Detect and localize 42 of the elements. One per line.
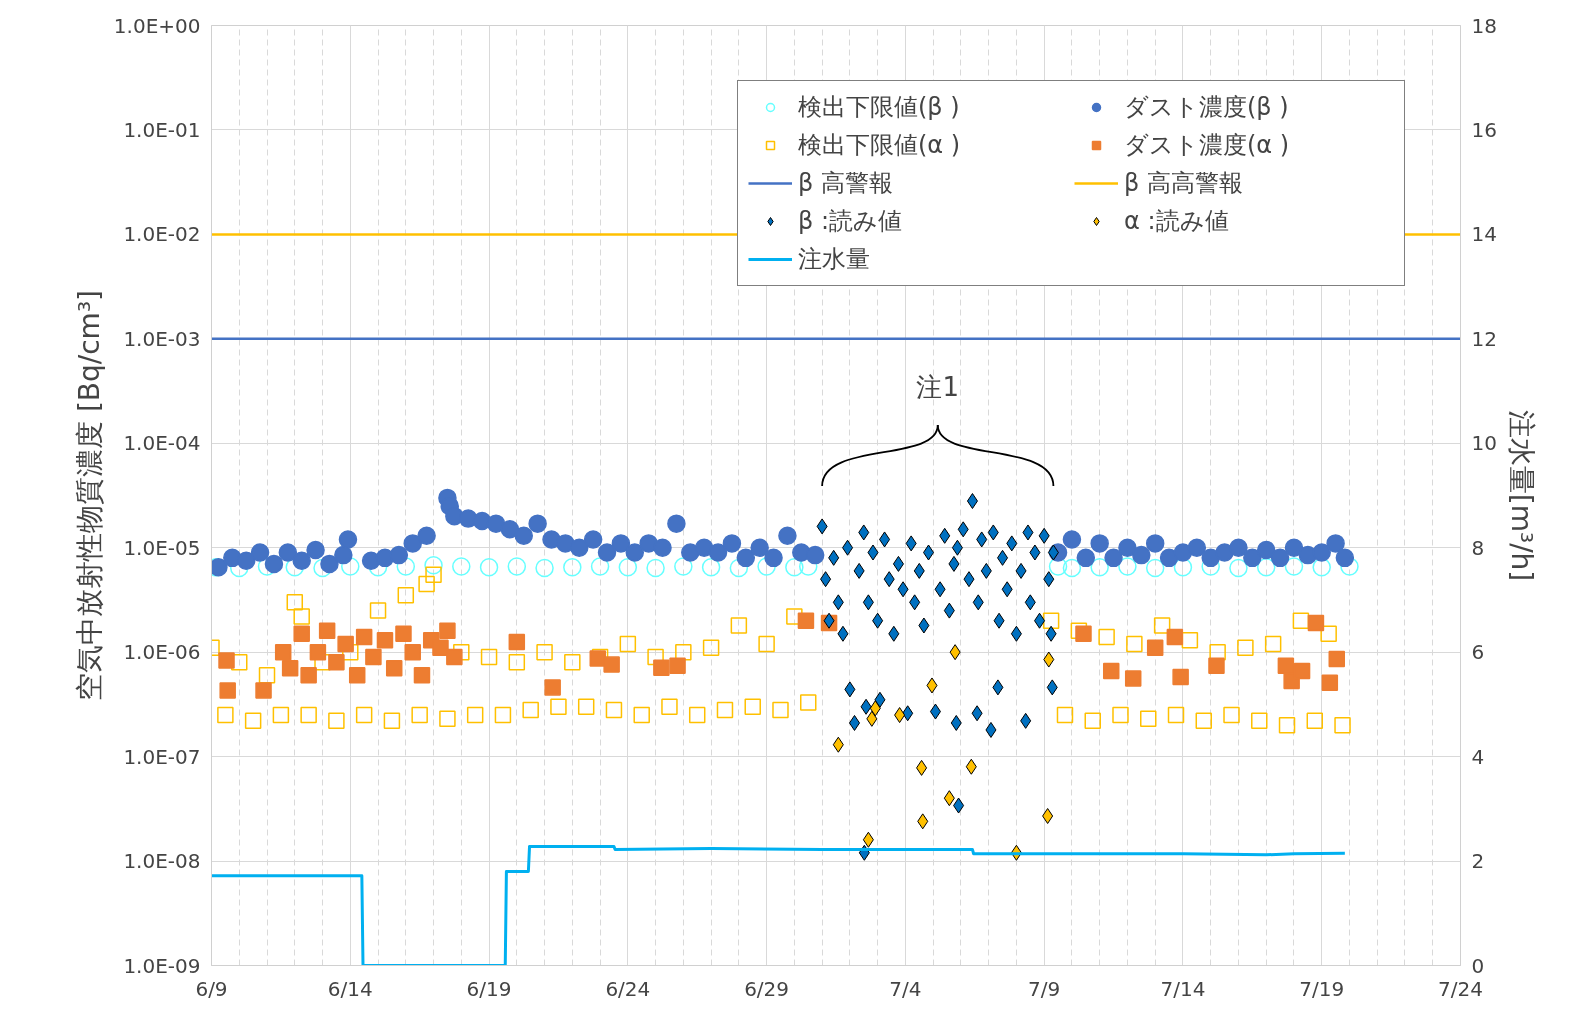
legend-label: ダスト濃度(α ): [1124, 130, 1291, 161]
legend-label: 注水量: [798, 244, 871, 275]
x-tick-label: 6/19: [466, 976, 512, 1001]
y2-axis-title: 注水量[m³/h]: [1504, 409, 1538, 582]
y2-tick-label: 12: [1471, 326, 1497, 351]
x-tick-label: 6/14: [327, 976, 373, 1001]
x-tick-label: 6/9: [195, 976, 228, 1001]
y-tick-label: 1.0E-08: [123, 849, 201, 874]
y-axis-title: 空気中放射性物質濃度 [Bq/cm³]: [72, 289, 106, 702]
y2-tick-label: 6: [1471, 640, 1485, 665]
legend-label: 検出下限値(α ): [798, 130, 962, 161]
x-tick-label: 7/14: [1160, 976, 1206, 1001]
y-tick-label: 1.0E-03: [123, 326, 201, 351]
legend-label: α :読み値: [1124, 206, 1230, 237]
y-tick-label: 1.0E-01: [123, 117, 201, 142]
legend-label: β :読み値: [798, 206, 904, 237]
x-tick-label: 6/24: [605, 976, 651, 1001]
legend-label: 検出下限値(β ): [798, 92, 961, 123]
y-tick-label: 1.0E-07: [123, 744, 201, 769]
y2-tick-label: 8: [1471, 535, 1485, 560]
y2-tick-label: 4: [1471, 744, 1485, 769]
x-tick-label: 7/9: [1028, 976, 1061, 1001]
x-tick-label: 7/19: [1299, 976, 1345, 1001]
y-tick-label: 1.0E-04: [123, 431, 201, 456]
y-tick-label: 1.0E-09: [123, 953, 201, 978]
y-tick-label: 1.0E-02: [123, 222, 201, 247]
x-tick-label: 6/29: [744, 976, 790, 1001]
legend-label: β 高高警報: [1124, 168, 1244, 199]
y2-tick-label: 14: [1471, 222, 1497, 247]
x-tick-label: 7/24: [1438, 976, 1483, 1001]
legend-label: ダスト濃度(β ): [1124, 92, 1290, 123]
y2-tick-label: 16: [1471, 117, 1497, 142]
y2-tick-label: 10: [1471, 431, 1497, 456]
y-tick-label: 1.0E-05: [123, 535, 201, 560]
y2-tick-label: 18: [1471, 13, 1497, 38]
y2-tick-label: 2: [1471, 849, 1485, 874]
x-tick-label: 7/4: [889, 976, 922, 1001]
legend-label: β 高警報: [798, 168, 894, 199]
y-tick-label: 1.0E+00: [113, 13, 201, 38]
annotation: 注1: [916, 372, 960, 403]
y2-tick-label: 0: [1471, 953, 1485, 978]
y-tick-label: 1.0E-06: [123, 640, 201, 665]
